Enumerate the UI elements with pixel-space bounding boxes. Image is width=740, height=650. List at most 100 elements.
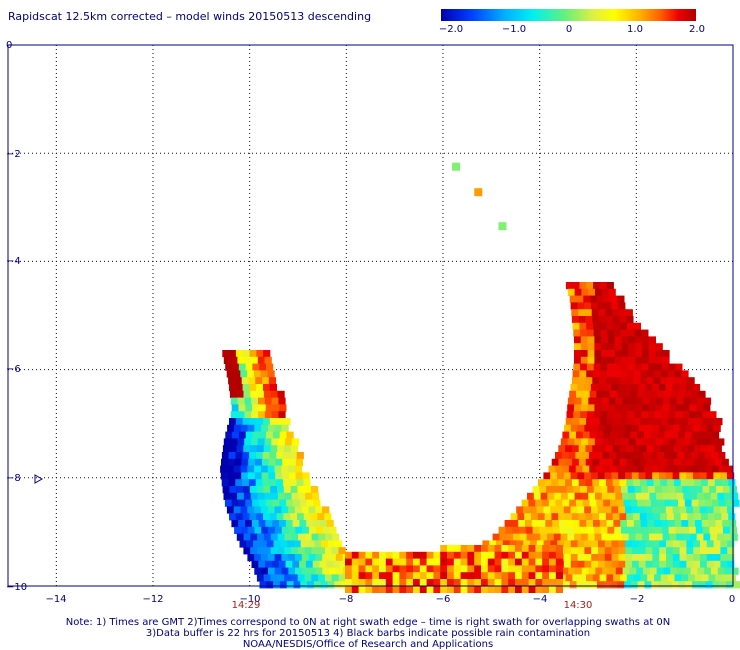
swath-cell	[668, 486, 676, 494]
swath-cell	[262, 452, 270, 460]
swath-cell	[585, 458, 593, 466]
swath-cell	[268, 472, 276, 480]
swath-cell	[564, 554, 572, 562]
swath-cell	[621, 526, 629, 534]
swath-cell	[288, 526, 296, 534]
swath-cell	[579, 520, 587, 528]
swath-cell	[612, 377, 620, 385]
swath-cell	[481, 545, 489, 553]
swath-cell	[268, 458, 276, 466]
swath-cell	[698, 499, 706, 507]
swath-cell	[283, 513, 291, 521]
swath-cell	[230, 438, 238, 446]
swath-cell	[655, 356, 663, 364]
swath-cell	[264, 411, 272, 419]
swath-cell	[555, 558, 563, 566]
swath-cell	[255, 458, 263, 466]
swath-cell	[311, 492, 320, 500]
swath-cell	[447, 565, 455, 573]
swath-cell	[299, 499, 307, 507]
swath-cell	[536, 506, 544, 514]
swath-cell	[291, 547, 299, 555]
swath-cell	[659, 547, 667, 555]
swath-cell	[591, 547, 599, 555]
swath-cell	[682, 486, 690, 494]
swath-cell	[681, 574, 689, 582]
swath-cell	[553, 526, 561, 534]
swath-cell	[620, 370, 628, 378]
swath-cell	[661, 486, 669, 494]
swath-cell	[298, 533, 306, 541]
swath-cell	[566, 486, 574, 494]
swath-cell	[581, 288, 589, 296]
swath-cell	[596, 499, 604, 507]
swath-cell	[583, 295, 591, 303]
swath-cell	[584, 554, 592, 562]
swath-cell	[426, 572, 434, 580]
swath-cell	[243, 445, 251, 453]
swath-cell	[700, 424, 708, 432]
swath-cell	[693, 424, 701, 432]
swath-cell	[413, 565, 421, 573]
swath-cell	[254, 567, 262, 575]
swath-cell	[325, 547, 333, 555]
swath-cell	[645, 472, 653, 480]
swath-cell	[614, 486, 622, 494]
swath-cell	[406, 572, 414, 580]
swath-cell	[508, 565, 516, 573]
swath-cell	[279, 431, 287, 439]
swath-cell	[501, 579, 509, 587]
swath-cell	[614, 404, 622, 412]
swath-cell	[552, 520, 560, 528]
swath-cell	[656, 397, 664, 405]
swath-cell	[334, 540, 342, 548]
swath-cell	[597, 472, 605, 480]
swath-cell	[694, 418, 703, 426]
swath-cell	[677, 452, 685, 460]
swath-cell	[680, 458, 689, 466]
swath-cell	[549, 585, 557, 593]
swath-cell	[579, 418, 587, 426]
swath-cell	[697, 397, 705, 405]
swath-cell	[714, 513, 722, 521]
swath-cell	[573, 329, 581, 337]
swath-cell	[615, 438, 623, 446]
swath-cell	[623, 465, 631, 473]
swath-cell	[661, 526, 669, 534]
swath-cell	[247, 526, 255, 534]
swath-cell	[608, 336, 616, 344]
swath-cell	[694, 479, 702, 487]
swath-cell	[580, 404, 588, 412]
swath-cell	[508, 545, 516, 553]
swath-cell	[633, 377, 641, 385]
swath-cell	[687, 445, 695, 453]
swath-cell	[279, 499, 287, 507]
swath-cell	[701, 574, 709, 582]
swath-cell	[281, 424, 289, 432]
swath-cell	[590, 295, 598, 303]
swath-cell	[272, 431, 281, 439]
swath-cell	[268, 526, 276, 534]
swath-cell	[593, 322, 601, 330]
swath-cell	[715, 520, 723, 528]
swath-cell	[319, 560, 327, 568]
swath-cell	[635, 343, 643, 351]
swath-cell	[580, 411, 588, 419]
swath-cell	[728, 574, 736, 582]
swath-cell	[673, 445, 682, 453]
swath-cell	[723, 533, 731, 541]
swath-cell	[512, 526, 520, 534]
swath-cell	[546, 486, 554, 494]
swath-cell	[608, 492, 616, 500]
swath-cell	[653, 458, 661, 466]
swath-cell	[266, 363, 274, 371]
swath-cell	[676, 492, 684, 500]
swath-cell	[574, 288, 582, 296]
swath-cell	[609, 465, 617, 473]
swath-cell	[474, 572, 482, 580]
swath-cell	[274, 465, 282, 473]
swath-cell	[649, 533, 657, 541]
swath-cell	[628, 438, 636, 446]
swath-cell	[616, 452, 624, 460]
swath-cell	[274, 506, 282, 514]
